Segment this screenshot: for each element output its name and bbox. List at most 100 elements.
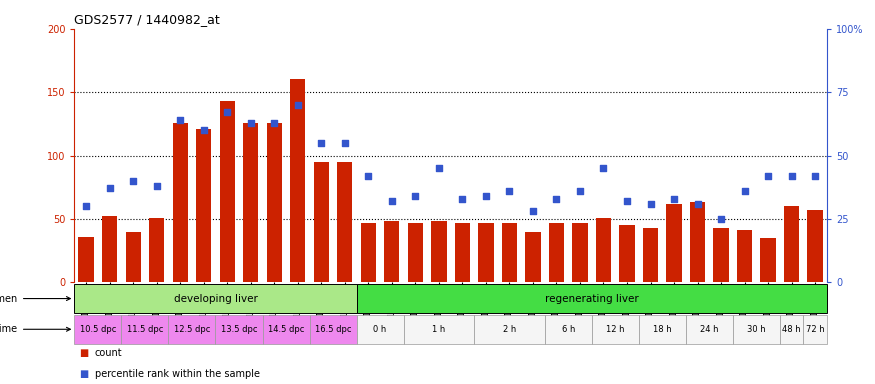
Bar xyxy=(74,284,357,313)
Bar xyxy=(803,315,827,344)
Bar xyxy=(760,238,776,282)
Bar xyxy=(544,315,592,344)
Text: 12.5 dpc: 12.5 dpc xyxy=(174,325,210,334)
Bar xyxy=(125,232,141,282)
Bar xyxy=(572,223,588,282)
Bar xyxy=(596,218,611,282)
Bar xyxy=(384,222,400,282)
Text: 48 h: 48 h xyxy=(782,325,801,334)
Bar xyxy=(455,223,470,282)
Bar xyxy=(243,122,258,282)
Bar xyxy=(643,228,658,282)
Point xyxy=(409,193,423,199)
Point xyxy=(432,165,446,171)
Bar xyxy=(313,162,329,282)
Point xyxy=(808,173,822,179)
Text: specimen: specimen xyxy=(0,293,70,304)
Bar xyxy=(784,206,799,282)
Text: developing liver: developing liver xyxy=(173,293,257,304)
Text: 24 h: 24 h xyxy=(700,325,718,334)
Bar xyxy=(290,79,305,282)
Point xyxy=(173,117,187,123)
Bar xyxy=(357,284,827,313)
Bar xyxy=(337,162,353,282)
Bar xyxy=(408,223,423,282)
Point xyxy=(79,203,93,209)
Bar xyxy=(474,315,544,344)
Point xyxy=(690,200,704,207)
Text: ■: ■ xyxy=(79,348,88,358)
Point xyxy=(785,173,799,179)
Text: 2 h: 2 h xyxy=(503,325,516,334)
Bar xyxy=(780,315,803,344)
Bar xyxy=(149,218,164,282)
Bar xyxy=(310,315,357,344)
Point xyxy=(102,185,116,192)
Text: 18 h: 18 h xyxy=(653,325,672,334)
Bar xyxy=(479,223,494,282)
Point xyxy=(479,193,493,199)
Point xyxy=(573,188,587,194)
Bar xyxy=(525,232,541,282)
Bar xyxy=(172,122,188,282)
Bar xyxy=(74,315,122,344)
Bar xyxy=(686,315,733,344)
Bar xyxy=(431,222,446,282)
Bar xyxy=(262,315,310,344)
Bar xyxy=(102,216,117,282)
Text: 11.5 dpc: 11.5 dpc xyxy=(127,325,163,334)
Point xyxy=(385,198,399,204)
Point xyxy=(620,198,634,204)
Bar xyxy=(501,223,517,282)
Point xyxy=(667,195,681,202)
Text: 12 h: 12 h xyxy=(606,325,625,334)
Text: regenerating liver: regenerating liver xyxy=(545,293,639,304)
Bar xyxy=(639,315,686,344)
Point xyxy=(150,183,164,189)
Text: percentile rank within the sample: percentile rank within the sample xyxy=(94,369,260,379)
Point xyxy=(220,109,234,116)
Text: 1 h: 1 h xyxy=(432,325,445,334)
Bar xyxy=(122,315,168,344)
Bar xyxy=(713,228,729,282)
Bar xyxy=(196,129,212,282)
Bar xyxy=(667,204,682,282)
Bar xyxy=(267,122,282,282)
Bar xyxy=(690,202,705,282)
Text: 16.5 dpc: 16.5 dpc xyxy=(315,325,351,334)
Point xyxy=(290,102,304,108)
Point xyxy=(244,119,258,126)
Bar xyxy=(79,237,94,282)
Bar xyxy=(620,225,634,282)
Point xyxy=(267,119,281,126)
Text: 6 h: 6 h xyxy=(562,325,575,334)
Point xyxy=(738,188,752,194)
Bar xyxy=(737,230,752,282)
Text: 30 h: 30 h xyxy=(747,325,766,334)
Bar xyxy=(360,223,376,282)
Text: 72 h: 72 h xyxy=(806,325,824,334)
Text: ■: ■ xyxy=(79,369,88,379)
Bar xyxy=(168,315,215,344)
Bar xyxy=(357,315,403,344)
Point xyxy=(455,195,469,202)
Bar xyxy=(549,223,564,282)
Text: 10.5 dpc: 10.5 dpc xyxy=(80,325,116,334)
Point xyxy=(526,208,540,214)
Point xyxy=(761,173,775,179)
Bar xyxy=(733,315,780,344)
Point xyxy=(314,140,328,146)
Point xyxy=(126,178,140,184)
Point xyxy=(361,173,375,179)
Point xyxy=(643,200,657,207)
Text: time: time xyxy=(0,324,70,334)
Text: GDS2577 / 1440982_at: GDS2577 / 1440982_at xyxy=(74,13,220,26)
Bar xyxy=(220,101,234,282)
Point xyxy=(597,165,611,171)
Point xyxy=(338,140,352,146)
Text: 14.5 dpc: 14.5 dpc xyxy=(268,325,304,334)
Bar xyxy=(403,315,474,344)
Point xyxy=(502,188,516,194)
Bar xyxy=(215,315,262,344)
Bar xyxy=(808,210,822,282)
